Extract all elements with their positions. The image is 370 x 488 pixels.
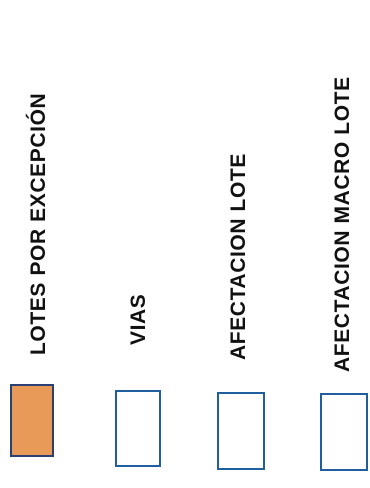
legend-label-lotes-por-excepcion: LOTES POR EXCEPCIÓN: [27, 92, 50, 355]
legend-label-afectacion-macro-lote: AFECTACION MACRO LOTE: [331, 76, 354, 372]
legend-swatch-afectacion-lote: [217, 392, 265, 470]
legend-swatch-afectacion-macro-lote: [320, 393, 368, 471]
legend-label-vias: VIAS: [127, 293, 150, 345]
legend-swatch-vias: [115, 390, 161, 467]
legend-label-afectacion-lote: AFECTACION LOTE: [227, 153, 250, 360]
legend-swatch-lotes-por-excepcion: [10, 384, 54, 457]
